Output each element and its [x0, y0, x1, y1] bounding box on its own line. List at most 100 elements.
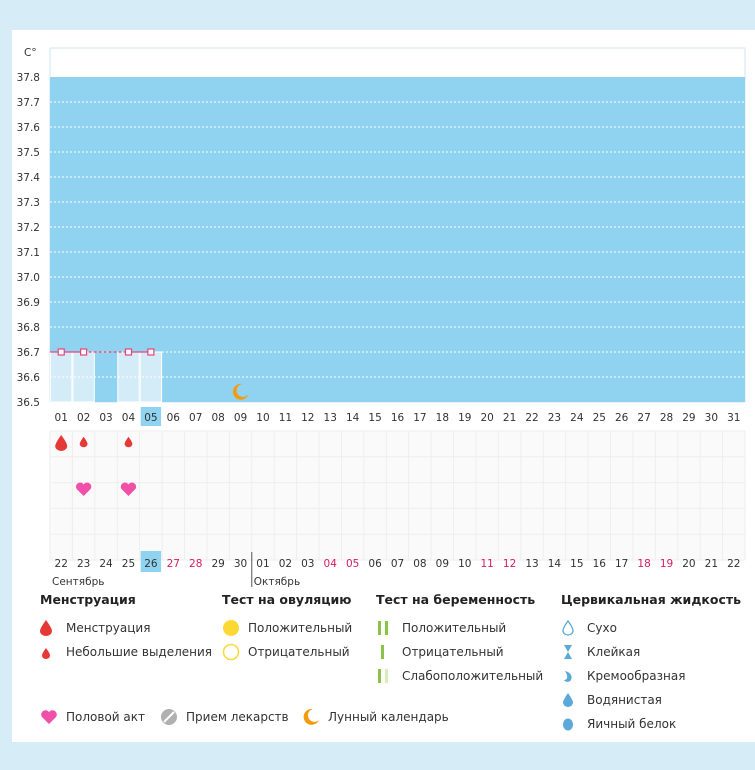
- cycle-day-label: 07: [189, 412, 202, 424]
- cycle-day-label: 17: [413, 412, 426, 424]
- legend-label: Кремообразная: [587, 669, 686, 683]
- calendar-date-label: 29: [211, 558, 224, 570]
- plot-area: [50, 77, 745, 402]
- heart-icon: [120, 482, 137, 496]
- calendar-date-label: 15: [570, 558, 583, 570]
- y-tick-label: 37.1: [17, 247, 40, 259]
- y-tick-label: 36.8: [17, 322, 40, 334]
- calendar-date-label: 28: [189, 558, 202, 570]
- drop-filled-icon: [561, 691, 583, 709]
- legend-item: Кремообразная: [561, 664, 741, 688]
- faint-line-icon: [376, 667, 398, 685]
- one-line-icon: [376, 643, 398, 661]
- y-tick-label: 36.9: [17, 297, 40, 309]
- drop-large-icon: [40, 619, 62, 637]
- calendar-date-label: 04: [324, 558, 338, 570]
- calendar-date-label: 13: [525, 558, 538, 570]
- legend-medication: Прием лекарств: [160, 708, 289, 726]
- y-tick-label: 37.4: [17, 172, 41, 184]
- y-tick-label: 37.0: [17, 272, 40, 284]
- legend-label: Положительный: [248, 621, 353, 635]
- temp-point: [57, 348, 65, 356]
- moon-icon: [232, 383, 249, 400]
- calendar-date-label: 19: [660, 558, 673, 570]
- circle-filled-icon: [222, 619, 244, 637]
- legend-item: Сухо: [561, 616, 741, 640]
- legend-label: Сухо: [587, 621, 617, 635]
- calendar-date-label: 18: [637, 558, 650, 570]
- legend-menstruation: Менструация Менструация Небольшие выделе…: [40, 592, 212, 664]
- heart-icon: [75, 482, 92, 496]
- cycle-day-label: 28: [660, 412, 673, 424]
- calendar-date-label: 22: [55, 558, 68, 570]
- legend-item: Яичный белок: [561, 712, 741, 736]
- y-tick-label: 36.7: [17, 347, 40, 359]
- drop-shape: [55, 435, 68, 451]
- temp-point: [147, 348, 155, 356]
- cycle-day-label: 01: [55, 412, 68, 424]
- cycle-day-label: 22: [525, 412, 538, 424]
- cycle-day-label: 14: [346, 412, 360, 424]
- cycle-day-label: 13: [324, 412, 337, 424]
- calendar-date-label: 01: [256, 558, 269, 570]
- cycle-day-label: 12: [301, 412, 314, 424]
- legend-ovulation: Тест на овуляцию Положительный Отрицател…: [222, 592, 352, 664]
- legend-label: Водянистая: [587, 693, 662, 707]
- calendar-date-label: 12: [503, 558, 516, 570]
- cycle-day-label: 04: [122, 412, 136, 424]
- legend-ovulation-title: Тест на овуляцию: [222, 592, 352, 607]
- cycle-day-label: 10: [256, 412, 269, 424]
- calendar-date-label: 05: [346, 558, 359, 570]
- temp-point: [80, 348, 88, 356]
- cycle-day-label: 26: [615, 412, 629, 424]
- cycle-day-label: 23: [548, 412, 561, 424]
- cycle-day-highlight: [140, 407, 162, 426]
- cycle-day-label: 25: [593, 412, 606, 424]
- bbt-chart: 37.8 37.7 37.6 37.5 37.4 37.3 37.2 37.1 37.0 36.9…: [17, 47, 746, 588]
- calendar-date-label: 25: [122, 558, 135, 570]
- y-tick-label: 37.3: [17, 197, 40, 209]
- calendar-date-label: 23: [77, 558, 90, 570]
- cycle-day-label: 08: [211, 412, 224, 424]
- legend-label: Яичный белок: [587, 717, 677, 731]
- cycle-day-label: 02: [77, 412, 90, 424]
- cycle-day-label: 03: [99, 412, 112, 424]
- cycle-day-label: 05: [144, 412, 157, 424]
- legend-label: Небольшие выделения: [66, 645, 213, 659]
- cycle-day-label: 27: [637, 412, 650, 424]
- legend-label: Менструация: [66, 621, 151, 635]
- legend-label: Прием лекарств: [186, 710, 289, 724]
- cycle-day-label: 15: [368, 412, 381, 424]
- legend-item: Положительный: [376, 616, 543, 640]
- chart-card: 37.8 37.7 37.6 37.5 37.4 37.3 37.2 37.1 37.0 36.9…: [12, 30, 755, 742]
- two-lines-icon: [376, 619, 398, 637]
- cycle-day-label: 19: [458, 412, 471, 424]
- cycle-day-label: 31: [727, 412, 740, 424]
- legend-intercourse: Половой акт: [40, 708, 145, 726]
- legend-label: Отрицательный: [402, 645, 504, 659]
- calendar-date-label: 10: [458, 558, 471, 570]
- legend-lunar: Лунный календарь: [302, 708, 449, 726]
- legend-item: Слабоположительный: [376, 664, 543, 688]
- menstruation-marker: [55, 435, 68, 451]
- cycle-day-label: 30: [705, 412, 718, 424]
- period-column: [50, 351, 73, 403]
- calendar-date-label: 09: [436, 558, 449, 570]
- month-label: Сентябрь: [52, 576, 104, 588]
- calendar-date-label: 06: [368, 558, 382, 570]
- calendar-date-label: 11: [480, 558, 493, 570]
- y-tick-label: 37.6: [17, 122, 41, 134]
- cycle-day-label: 20: [480, 412, 493, 424]
- calendar-date-label: 03: [301, 558, 314, 570]
- cycle-day-label: 24: [570, 412, 584, 424]
- circle-outline-icon: [222, 643, 244, 661]
- legend-item: Отрицательный: [222, 640, 352, 664]
- cycle-day-label: 18: [436, 412, 449, 424]
- legend-label: Положительный: [402, 621, 507, 635]
- calendar-date-label: 24: [99, 558, 113, 570]
- cycle-day-label: 09: [234, 412, 247, 424]
- legend-label: Лунный календарь: [328, 710, 449, 724]
- legend-label: Слабоположительный: [402, 669, 544, 683]
- cycle-day-label: 16: [391, 412, 405, 424]
- legend-item: Отрицательный: [376, 640, 543, 664]
